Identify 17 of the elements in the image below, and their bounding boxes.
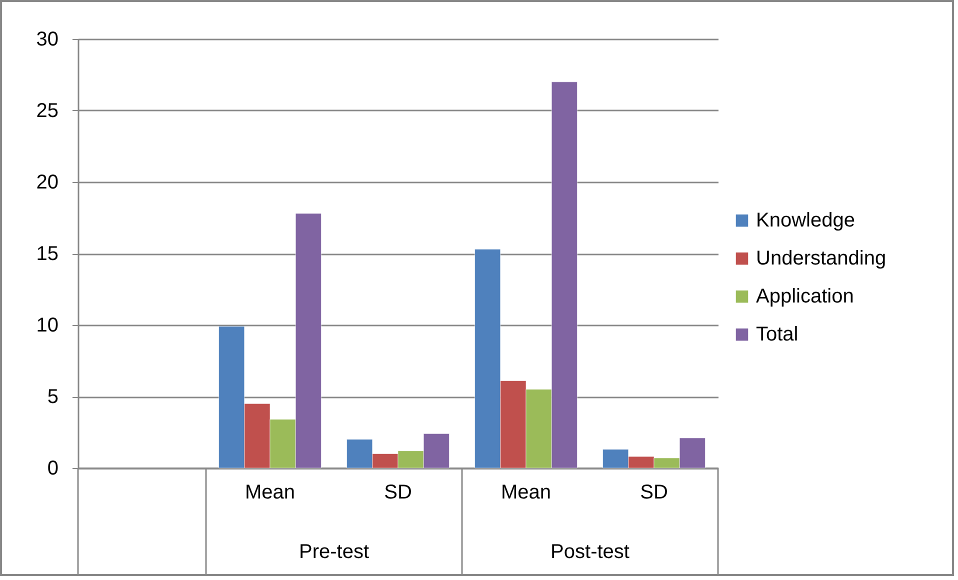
y-tick-label: 15 [36, 243, 58, 265]
y-tick-label: 30 [36, 28, 58, 50]
x-tick-label: SD [640, 482, 668, 504]
text: Post-test [550, 541, 630, 563]
legend-label: Total [756, 324, 798, 346]
y-tick-label: 25 [36, 100, 58, 122]
y-tick-label: 0 [47, 458, 58, 480]
legend-label: Application [756, 286, 854, 308]
y-tick-label: 5 [47, 386, 58, 408]
x-tick-label: Mean [244, 482, 296, 504]
y-tick-label: 20 [36, 172, 58, 194]
x-tick-label: SD [384, 482, 412, 504]
legend-label: Knowledge [756, 210, 855, 232]
legend-label: Understanding [756, 248, 886, 270]
y-tick-label: 10 [36, 314, 58, 336]
text: Pre-test [298, 541, 370, 563]
x-tick-label: Mean [500, 482, 552, 504]
